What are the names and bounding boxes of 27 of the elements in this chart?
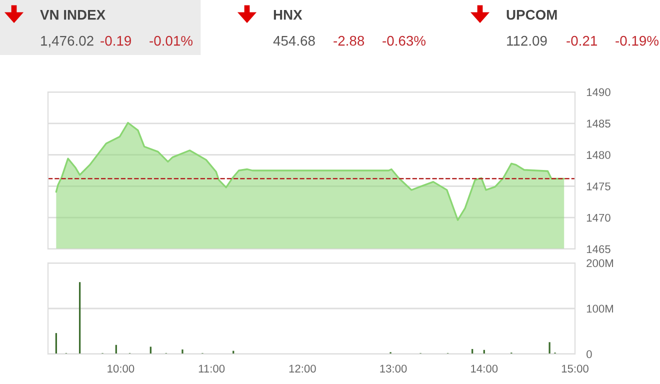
x-tick-label: 15:00 xyxy=(562,364,588,373)
y-tick-label: 1490 xyxy=(586,88,610,96)
text: 112.09 xyxy=(507,36,547,46)
text: -0.01% xyxy=(150,36,193,46)
text: -0.63% xyxy=(382,36,426,46)
y-tick-label: 1475 xyxy=(586,182,610,190)
text: -2.88 xyxy=(334,36,364,46)
y-tick-label: 1470 xyxy=(586,214,610,222)
text: VN INDEX xyxy=(40,10,106,20)
y-tick-label: 0 xyxy=(586,350,592,358)
y-tick-label: 100M xyxy=(586,304,613,313)
x-tick-label: 12:00 xyxy=(289,364,316,373)
x-tick-label: 14:00 xyxy=(471,364,498,373)
text: -0.21 xyxy=(566,36,597,46)
y-tick-label: 200M xyxy=(586,259,613,268)
y-tick-label: 1465 xyxy=(586,245,610,254)
x-tick-label: 11:00 xyxy=(198,364,225,373)
y-tick-label: 1485 xyxy=(586,120,610,128)
text: 454.68 xyxy=(273,36,315,46)
text: HNX xyxy=(274,10,302,20)
text: 1,476.02 xyxy=(41,36,94,48)
x-tick-label: 13:00 xyxy=(380,364,407,373)
text: UPCOM xyxy=(506,10,557,20)
text: -0.19% xyxy=(616,36,659,46)
y-tick-label: 1480 xyxy=(586,151,610,159)
text: -0.19 xyxy=(100,36,131,46)
x-tick-label: 10:00 xyxy=(108,364,134,373)
